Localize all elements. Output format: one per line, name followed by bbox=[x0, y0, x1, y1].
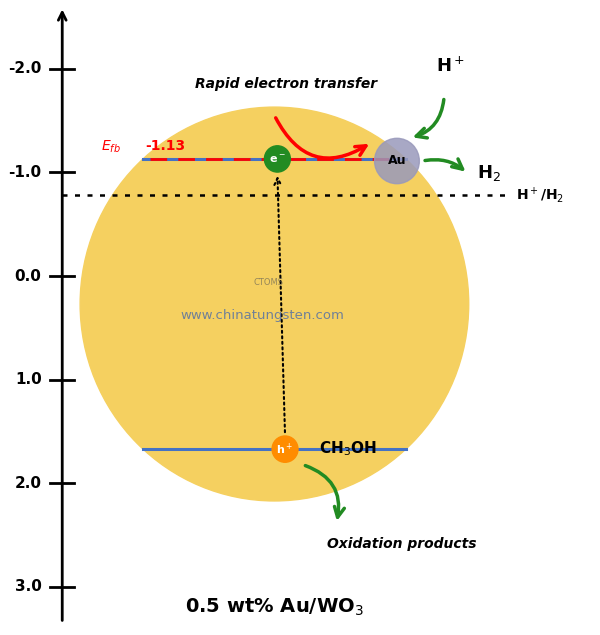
Text: h$^+$: h$^+$ bbox=[277, 441, 293, 457]
Text: 0.5 wt% Au/WO$_3$: 0.5 wt% Au/WO$_3$ bbox=[185, 597, 364, 618]
Ellipse shape bbox=[374, 138, 419, 184]
Text: H$_2$: H$_2$ bbox=[476, 163, 500, 184]
Text: 0.0: 0.0 bbox=[15, 269, 41, 284]
Ellipse shape bbox=[265, 146, 290, 172]
Text: H$^+$: H$^+$ bbox=[436, 56, 464, 76]
Text: Oxidation products: Oxidation products bbox=[328, 537, 477, 551]
Text: -1.0: -1.0 bbox=[8, 165, 41, 180]
Text: CTOMS: CTOMS bbox=[254, 277, 284, 287]
Text: 2.0: 2.0 bbox=[14, 476, 41, 491]
Ellipse shape bbox=[272, 436, 298, 462]
Text: H$^+$/H$_2$: H$^+$/H$_2$ bbox=[516, 185, 564, 205]
Text: CH$_3$OH: CH$_3$OH bbox=[319, 440, 376, 458]
Text: $E_{fb}$: $E_{fb}$ bbox=[101, 138, 121, 155]
Text: -1.13: -1.13 bbox=[145, 140, 185, 154]
Text: -2.0: -2.0 bbox=[8, 61, 41, 76]
Text: www.chinatungsten.com: www.chinatungsten.com bbox=[181, 309, 344, 322]
Text: 1.0: 1.0 bbox=[15, 372, 41, 387]
Ellipse shape bbox=[80, 107, 469, 501]
Text: Au: Au bbox=[388, 154, 406, 168]
Text: e$^-$: e$^-$ bbox=[269, 153, 286, 164]
Text: 3.0: 3.0 bbox=[15, 580, 41, 594]
Text: Rapid electron transfer: Rapid electron transfer bbox=[195, 77, 377, 91]
